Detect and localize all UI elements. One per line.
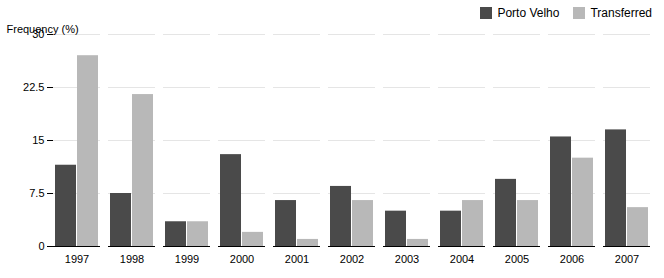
svg-text:1998: 1998: [120, 253, 144, 265]
svg-text:2007: 2007: [615, 253, 639, 265]
html-text:Transferred: Transferred: [590, 6, 652, 20]
svg-text:15: 15: [32, 134, 44, 146]
svg-text:1997: 1997: [65, 253, 89, 265]
svg-text:7.5: 7.5: [29, 187, 44, 199]
svg-text:2004: 2004: [450, 253, 474, 265]
svg-text:2001: 2001: [285, 253, 309, 265]
svg-text:1999: 1999: [175, 253, 199, 265]
svg-text:2003: 2003: [395, 253, 419, 265]
svg-text:2006: 2006: [560, 253, 584, 265]
svg-text:0: 0: [38, 240, 44, 252]
svg-text:2005: 2005: [505, 253, 529, 265]
html-text:Porto Velho: Porto Velho: [497, 6, 560, 20]
svg-text:Frequency (%): Frequency (%): [7, 23, 79, 35]
svg-text:2002: 2002: [340, 253, 364, 265]
svg-text:2000: 2000: [230, 253, 254, 265]
svg-text:22.5: 22.5: [23, 81, 44, 93]
